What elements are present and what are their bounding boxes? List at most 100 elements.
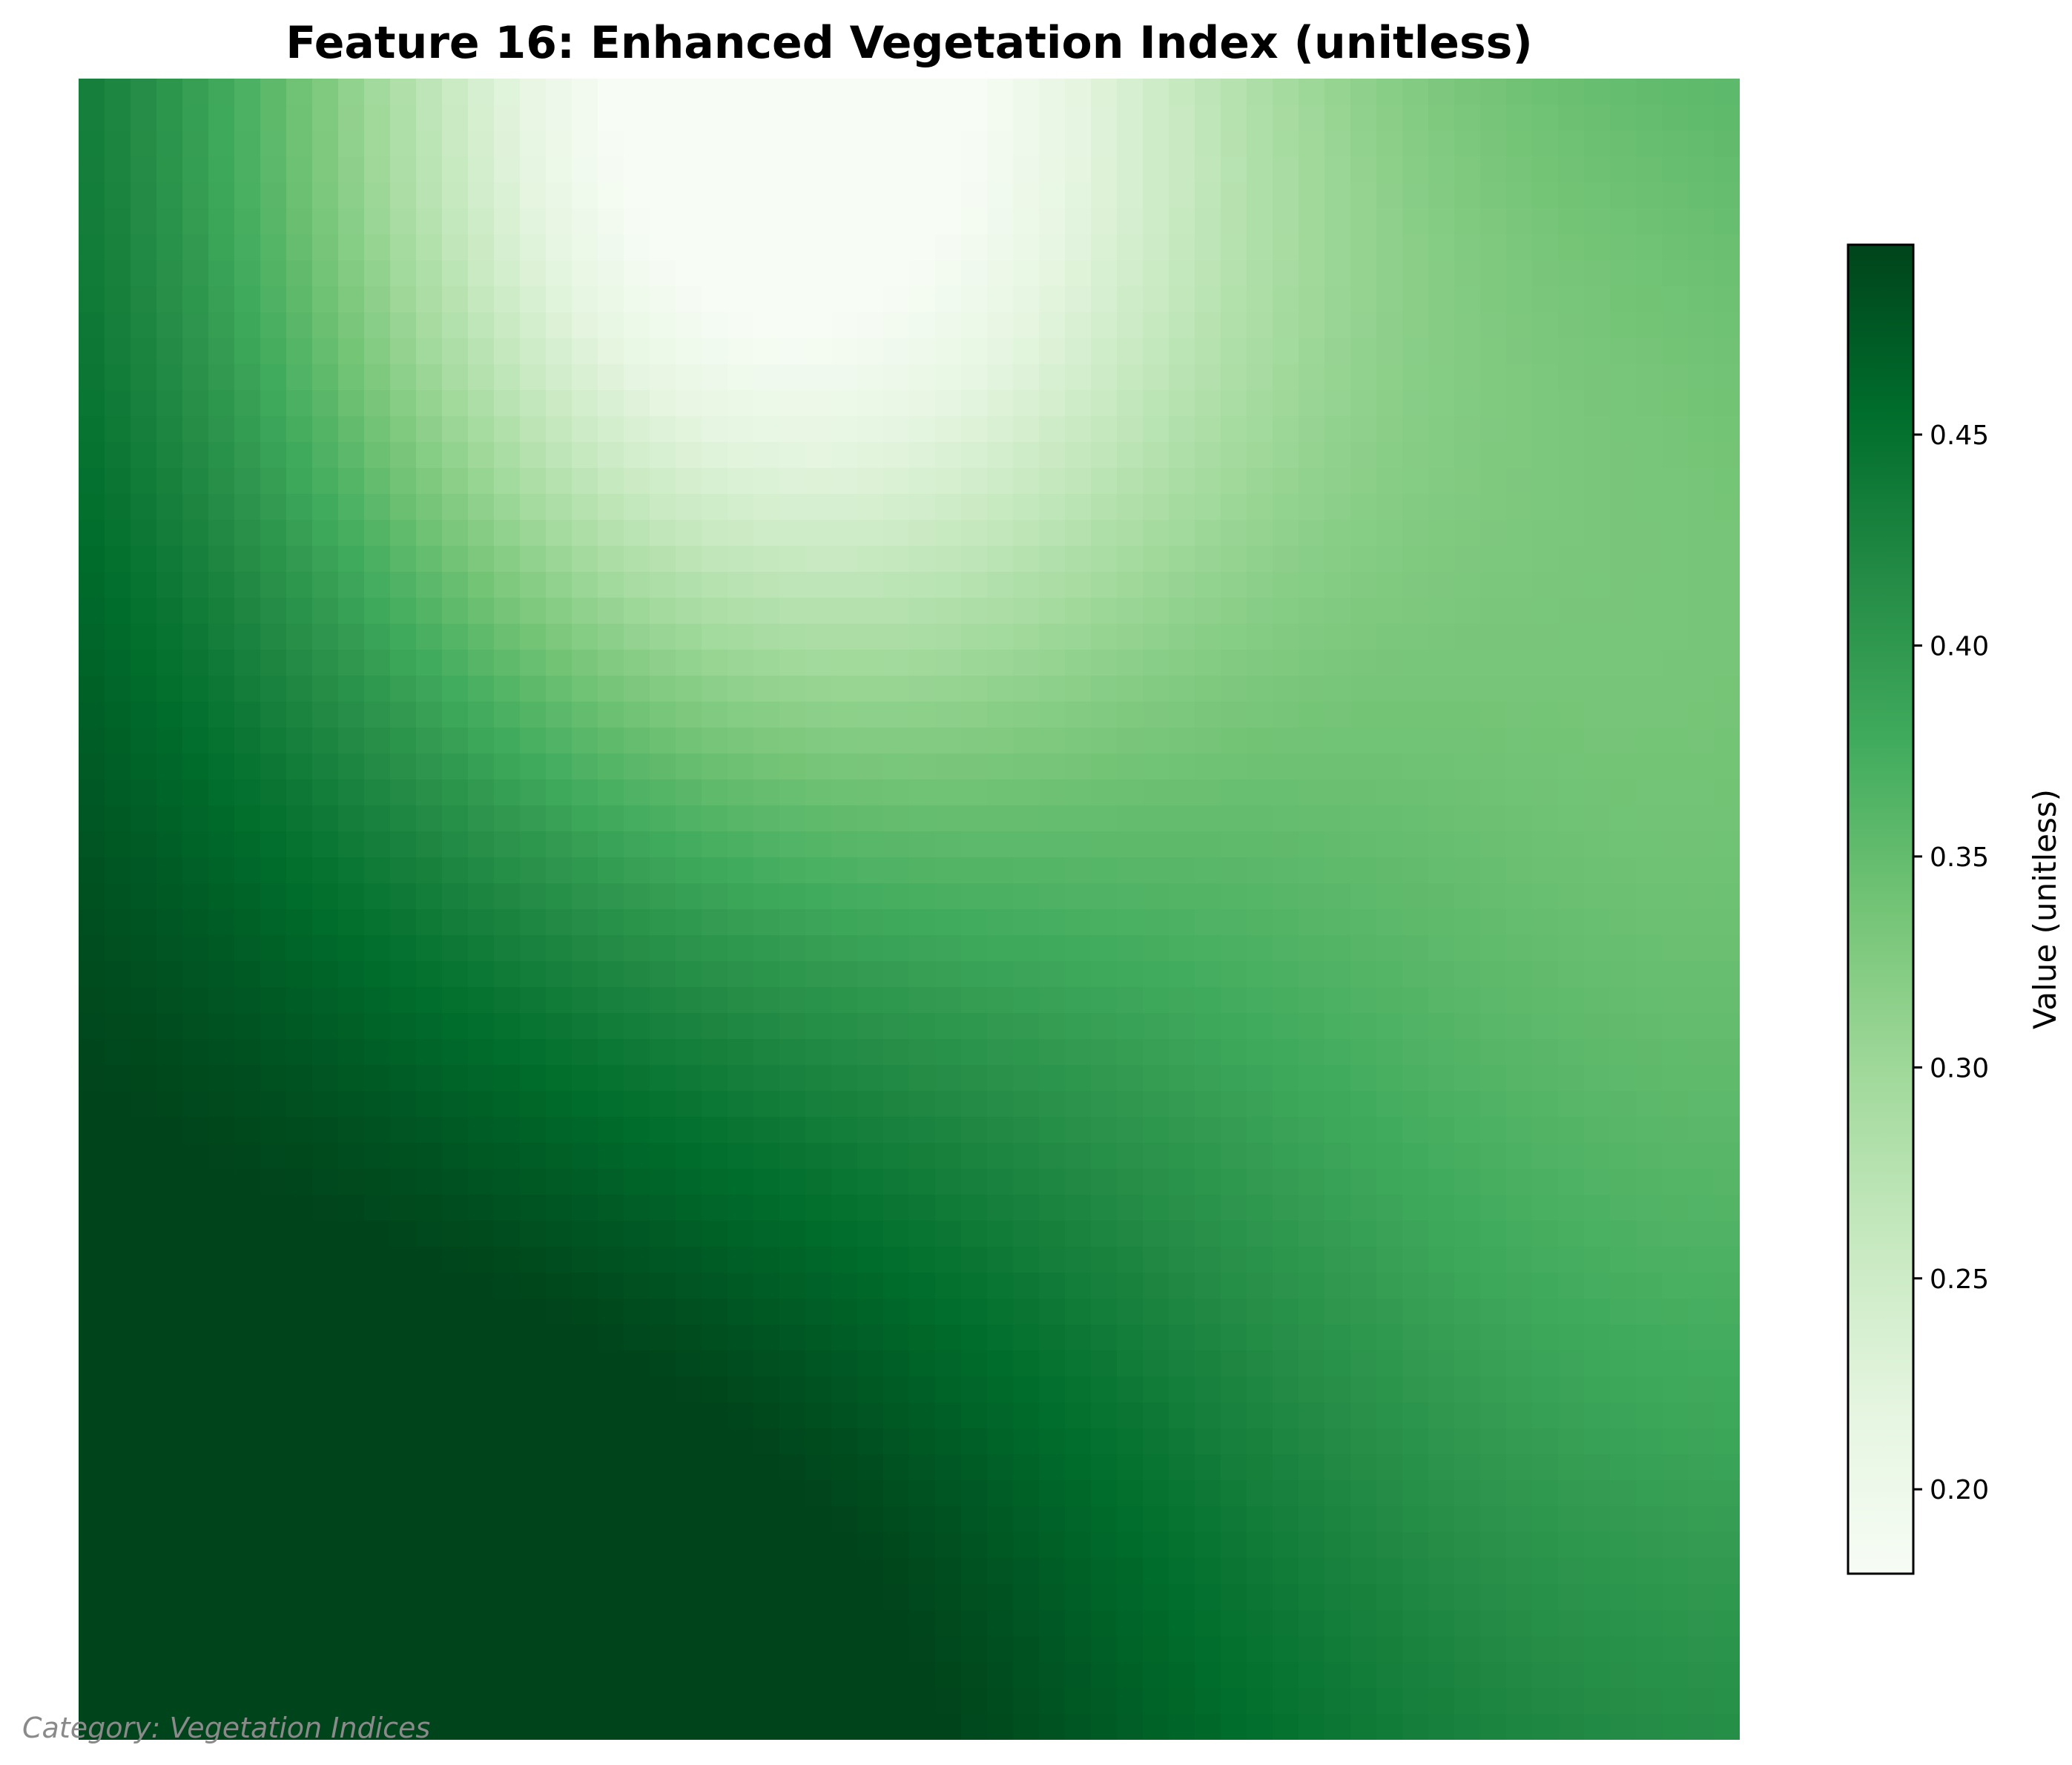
heatmap-cell xyxy=(753,364,780,391)
heatmap-cell xyxy=(1688,1584,1715,1611)
heatmap-cell xyxy=(1195,364,1221,391)
heatmap-cell xyxy=(208,1065,235,1092)
heatmap-cell xyxy=(1350,1480,1377,1507)
heatmap-cell xyxy=(234,650,261,676)
heatmap-cell xyxy=(624,1221,650,1247)
heatmap-cell xyxy=(1221,1662,1247,1689)
heatmap-cell xyxy=(1117,831,1144,858)
heatmap-cell xyxy=(1558,234,1585,261)
heatmap-cell xyxy=(234,1714,261,1740)
heatmap-cell xyxy=(1143,987,1169,1014)
heatmap-cell xyxy=(1506,779,1533,806)
heatmap-cell xyxy=(572,105,598,131)
heatmap-cell xyxy=(909,1558,936,1585)
heatmap-cell xyxy=(260,1714,287,1740)
heatmap-cell xyxy=(779,520,806,547)
heatmap-cell xyxy=(1558,494,1585,521)
heatmap-cell xyxy=(1480,987,1507,1014)
heatmap-cell xyxy=(624,416,650,443)
heatmap-cell xyxy=(857,728,884,754)
heatmap-cell xyxy=(520,1558,547,1585)
heatmap-cell xyxy=(1584,442,1611,469)
heatmap-cell xyxy=(234,494,261,521)
heatmap-cell xyxy=(1039,676,1066,702)
heatmap-cell xyxy=(1091,156,1118,183)
heatmap-cell xyxy=(935,909,962,936)
heatmap-cell xyxy=(156,624,183,650)
heatmap-cell xyxy=(494,909,521,936)
heatmap-cell xyxy=(1143,1039,1169,1066)
heatmap-cell xyxy=(1688,1091,1715,1118)
heatmap-cell xyxy=(1506,572,1533,598)
heatmap-cell xyxy=(1065,79,1092,105)
heatmap-cell xyxy=(208,1247,235,1273)
heatmap-cell xyxy=(1221,753,1247,780)
heatmap-cell xyxy=(260,1273,287,1299)
heatmap-cell xyxy=(1376,1584,1403,1611)
heatmap-cell xyxy=(1143,1143,1169,1169)
heatmap-cell xyxy=(546,1324,573,1351)
heatmap-cell xyxy=(1195,1350,1221,1377)
heatmap-cell xyxy=(1506,416,1533,443)
colorbar-tick-label: 0.40 xyxy=(1930,631,1989,662)
heatmap-cell xyxy=(572,156,598,183)
heatmap-cell xyxy=(1013,1324,1040,1351)
heatmap-cell xyxy=(909,987,936,1014)
heatmap-cell xyxy=(1610,935,1637,962)
heatmap-cell xyxy=(1714,79,1740,105)
heatmap-cell xyxy=(1117,1117,1144,1144)
heatmap-cell xyxy=(753,702,780,728)
heatmap-cell xyxy=(494,624,521,650)
heatmap-cell xyxy=(676,857,702,884)
heatmap-cell xyxy=(442,312,469,339)
heatmap-cell xyxy=(390,1376,417,1403)
heatmap-cell xyxy=(1324,442,1351,469)
heatmap-cell xyxy=(1480,1662,1507,1689)
heatmap-cell xyxy=(598,1584,624,1611)
heatmap-cell xyxy=(909,182,936,209)
heatmap-cell xyxy=(779,1143,806,1169)
heatmap-cell xyxy=(1610,468,1637,495)
heatmap-cell xyxy=(1688,338,1715,365)
heatmap-cell xyxy=(857,676,884,702)
heatmap-cell xyxy=(1273,831,1299,858)
heatmap-cell xyxy=(1428,1584,1455,1611)
heatmap-cell xyxy=(1480,572,1507,598)
heatmap-cell xyxy=(182,1610,209,1637)
heatmap-cell xyxy=(1324,702,1351,728)
heatmap-cell xyxy=(1143,208,1169,235)
heatmap-cell xyxy=(156,779,183,806)
heatmap-cell xyxy=(1195,1454,1221,1481)
heatmap-cell xyxy=(1584,105,1611,131)
heatmap-cell xyxy=(182,156,209,183)
heatmap-cell xyxy=(286,650,313,676)
heatmap-cell xyxy=(961,909,988,936)
heatmap-cell xyxy=(131,1091,157,1118)
heatmap-cell xyxy=(442,286,469,313)
heatmap-cell xyxy=(598,208,624,235)
heatmap-cell xyxy=(572,131,598,157)
heatmap-cell xyxy=(364,1091,391,1118)
heatmap-cell xyxy=(416,1273,443,1299)
heatmap-cell xyxy=(1013,779,1040,806)
heatmap-cell xyxy=(1402,1688,1429,1715)
heatmap-cell xyxy=(338,1636,365,1663)
heatmap-cell xyxy=(987,1117,1014,1144)
heatmap-cell xyxy=(831,286,858,313)
heatmap-cell xyxy=(468,312,495,339)
heatmap-cell xyxy=(961,1454,988,1481)
heatmap-cell xyxy=(468,1506,495,1533)
heatmap-cell xyxy=(1636,1558,1663,1585)
heatmap-cell xyxy=(79,1013,105,1040)
heatmap-cell xyxy=(1402,390,1429,417)
heatmap-cell xyxy=(1610,598,1637,624)
heatmap-cell xyxy=(364,208,391,235)
heatmap-cell xyxy=(1195,1273,1221,1299)
heatmap-cell xyxy=(624,1013,650,1040)
heatmap-cell xyxy=(494,468,521,495)
heatmap-cell xyxy=(286,1039,313,1066)
heatmap-cell xyxy=(650,208,676,235)
heatmap-cell xyxy=(598,624,624,650)
heatmap-cell xyxy=(1273,494,1299,521)
heatmap-cell xyxy=(598,390,624,417)
